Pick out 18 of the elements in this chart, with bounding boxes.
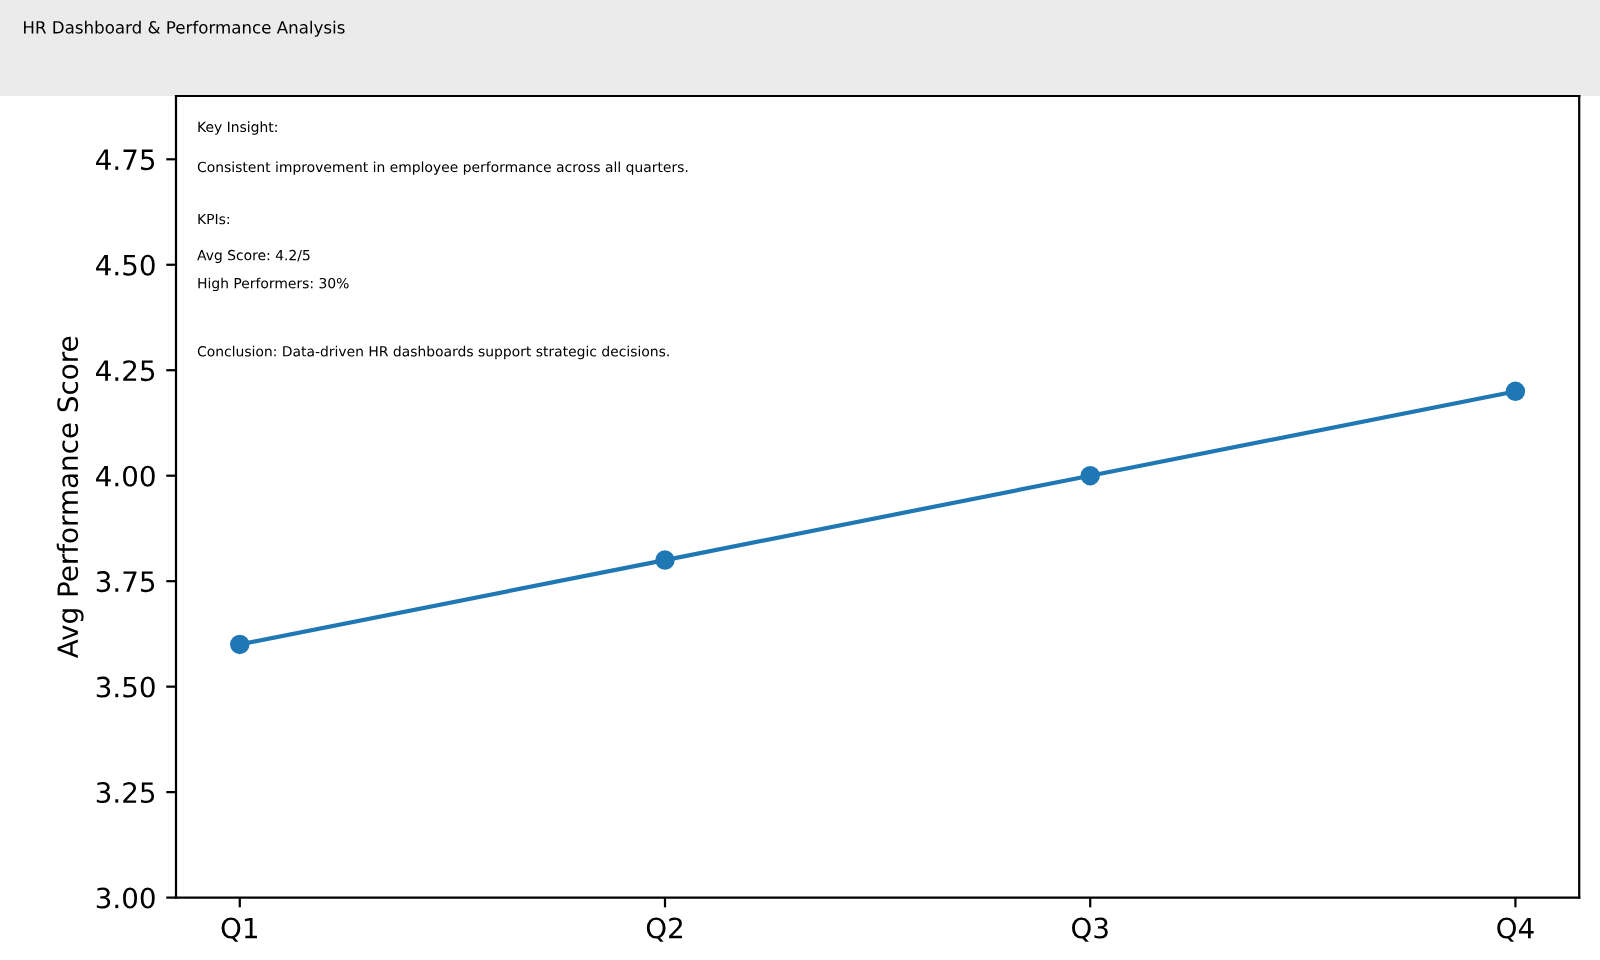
y-tick-label: 4.25 <box>96 360 155 382</box>
y-tick-label: 3.00 <box>96 887 155 909</box>
point <box>1080 465 1100 486</box>
chart-title: HR Dashboard & Performance Analysis <box>24 20 345 37</box>
point <box>655 550 675 570</box>
y-tick-label: 4.75 <box>96 149 155 171</box>
x-tick-label: Q2 <box>646 917 682 942</box>
point <box>1505 381 1526 402</box>
x-tick-label: Q4 <box>1497 917 1534 942</box>
y-tick-label: 3.25 <box>96 782 155 804</box>
y-axis-title: Avg Performance Score <box>56 336 84 659</box>
x-tick-label: Q3 <box>1071 917 1108 942</box>
y-tick-label: 3.50 <box>96 676 155 698</box>
y-tick-label: 3.75 <box>96 571 155 593</box>
x-tick-label: Q1 <box>221 917 257 942</box>
y-tick-label: 4.50 <box>96 254 155 276</box>
y-tick-label: 4.00 <box>96 465 155 487</box>
point <box>230 634 250 655</box>
